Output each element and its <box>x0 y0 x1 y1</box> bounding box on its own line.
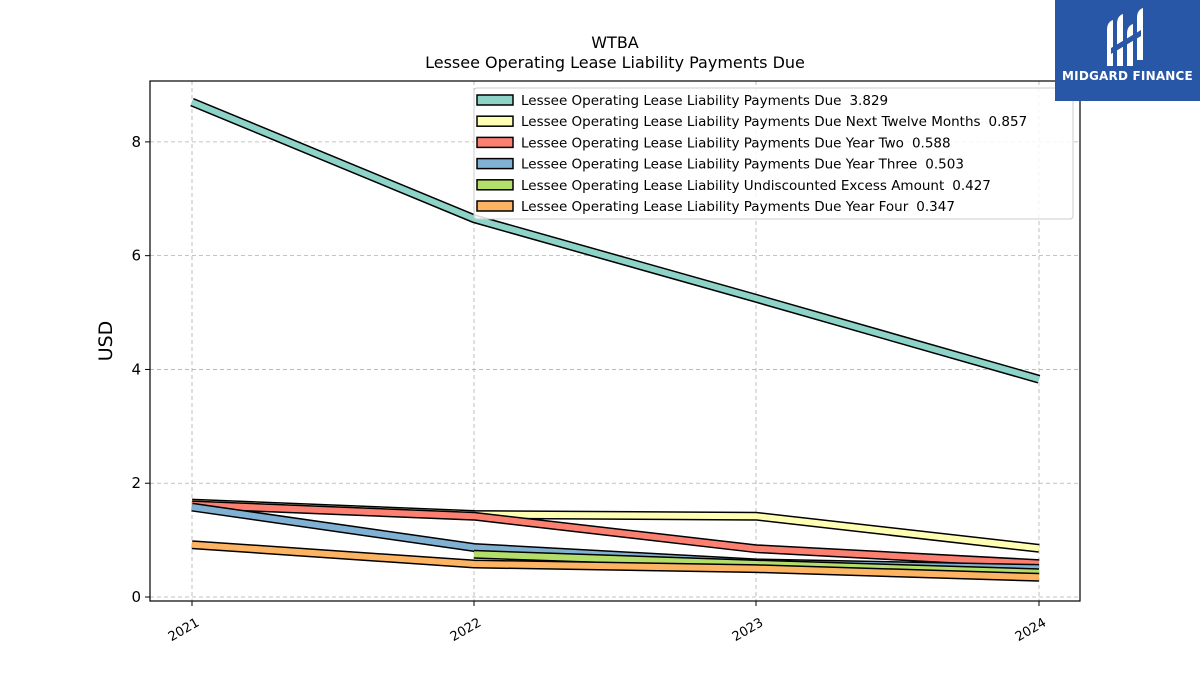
legend-swatch <box>476 94 514 106</box>
y-tick-label: 0 <box>131 588 141 606</box>
x-tick-label: 2021 <box>166 615 202 645</box>
legend-entry-value: 3.829 <box>849 93 888 109</box>
legend-entry: Lessee Operating Lease Liability Payment… <box>521 114 1027 130</box>
series-line-fill <box>190 99 1040 383</box>
legend-entry-value: 0.347 <box>916 199 955 215</box>
legend-entry-value: 0.503 <box>925 157 964 173</box>
legend-entry: Lessee Operating Lease Liability Payment… <box>521 157 964 173</box>
chart-subtitle: Lessee Operating Lease Liability Payment… <box>425 53 805 72</box>
legend: Lessee Operating Lease Liability Payment… <box>473 87 1074 220</box>
legend-swatch <box>476 157 514 170</box>
series-line <box>190 97 1041 384</box>
legend-entry-value: 0.857 <box>989 114 1028 130</box>
legend-entry-value: 0.588 <box>912 135 951 151</box>
y-tick-label: 4 <box>131 360 141 378</box>
legend-entry: Lessee Operating Lease Liability Undisco… <box>521 178 991 194</box>
y-tick-label: 8 <box>131 133 141 151</box>
x-tick-label: 2024 <box>1013 615 1049 645</box>
series-line <box>191 540 1040 582</box>
legend-entry-value: 0.427 <box>952 178 991 194</box>
legend-entry: Lessee Operating Lease Liability Payment… <box>521 135 951 151</box>
chart-title: WTBA <box>591 33 639 52</box>
legend-entry: Lessee Operating Lease Liability Payment… <box>521 199 955 215</box>
logo: MIDGARD FINANCE <box>1055 0 1200 101</box>
legend-box <box>473 87 1074 220</box>
legend-entry-name: Lessee Operating Lease Liability Payment… <box>521 93 841 109</box>
legend-entry-name: Lessee Operating Lease Liability Payment… <box>521 157 917 173</box>
legend-entry-name: Lessee Operating Lease Liability Payment… <box>521 135 904 151</box>
y-tick-label: 6 <box>131 247 141 265</box>
y-axis-label: USD <box>95 321 117 362</box>
series-lines <box>190 97 1041 582</box>
logo-mark-icon <box>1107 8 1143 66</box>
series-line-fill <box>191 541 1040 581</box>
legend-entry-name: Lessee Operating Lease Liability Payment… <box>521 199 909 215</box>
plot-frame <box>149 80 1081 602</box>
series-line-fill <box>191 501 1040 567</box>
legend-swatch <box>476 200 514 212</box>
series-line <box>473 549 1040 578</box>
legend-swatch <box>476 115 514 127</box>
legend-entry: Lessee Operating Lease Liability Payment… <box>521 93 888 109</box>
legend-swatch <box>476 179 514 191</box>
series-line <box>191 500 1040 569</box>
x-tick-label: 2023 <box>730 615 766 645</box>
legend-entry-name: Lessee Operating Lease Liability Undisco… <box>521 178 944 194</box>
x-tick-label: 2022 <box>448 615 484 645</box>
legend-swatch <box>476 136 514 149</box>
logo-text: MIDGARD FINANCE <box>1062 69 1193 83</box>
y-tick-label: 2 <box>131 474 141 492</box>
legend-entry-name: Lessee Operating Lease Liability Payment… <box>521 114 981 130</box>
